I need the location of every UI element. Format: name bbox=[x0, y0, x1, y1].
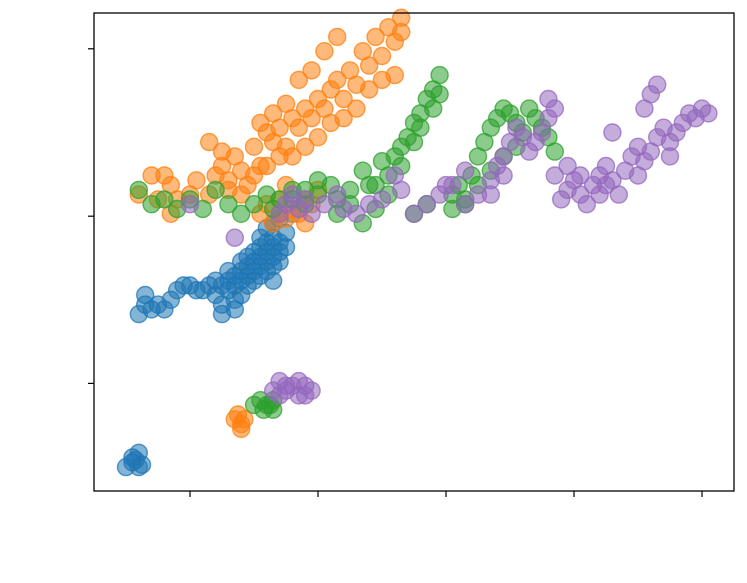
data-point bbox=[270, 371, 289, 391]
plot-frame bbox=[93, 12, 735, 492]
data-point bbox=[276, 94, 296, 114]
data-point bbox=[308, 171, 328, 190]
data-point bbox=[456, 194, 475, 214]
data-point bbox=[231, 252, 251, 271]
data-point bbox=[264, 271, 283, 290]
data-point bbox=[123, 448, 142, 467]
data-point bbox=[392, 180, 411, 200]
data-point bbox=[372, 190, 392, 209]
data-point bbox=[424, 99, 443, 118]
data-point bbox=[302, 108, 321, 128]
data-point bbox=[347, 99, 366, 118]
data-point bbox=[328, 70, 347, 90]
data-point bbox=[417, 194, 436, 214]
data-point bbox=[244, 166, 264, 185]
data-point bbox=[360, 80, 379, 99]
data-point bbox=[404, 204, 424, 224]
data-point bbox=[347, 204, 366, 224]
data-point bbox=[302, 61, 321, 80]
data-point bbox=[135, 285, 155, 305]
data-point bbox=[251, 113, 270, 133]
data-point bbox=[187, 171, 206, 190]
y-axis bbox=[88, 48, 94, 384]
data-point bbox=[321, 113, 340, 133]
data-point bbox=[244, 194, 264, 214]
data-point bbox=[206, 285, 225, 305]
data-point bbox=[328, 27, 347, 47]
data-point bbox=[609, 185, 628, 204]
data-point bbox=[206, 180, 225, 200]
data-point bbox=[494, 166, 513, 185]
data-point bbox=[545, 166, 564, 185]
data-point bbox=[270, 147, 289, 166]
data-point bbox=[212, 142, 232, 161]
data-point bbox=[180, 194, 200, 214]
data-point bbox=[289, 118, 308, 137]
series-3 bbox=[180, 75, 718, 405]
data-point bbox=[231, 419, 251, 439]
data-point bbox=[430, 65, 449, 85]
data-point bbox=[129, 180, 149, 200]
data-point bbox=[334, 89, 353, 109]
data-point bbox=[296, 137, 315, 157]
data-point bbox=[392, 22, 411, 42]
data-point bbox=[590, 185, 609, 204]
data-point bbox=[577, 194, 596, 214]
data-point bbox=[372, 46, 392, 66]
data-point bbox=[628, 166, 648, 185]
x-axis bbox=[189, 491, 703, 497]
data-point bbox=[219, 261, 238, 281]
data-point bbox=[545, 142, 564, 161]
data-point bbox=[315, 194, 334, 214]
data-point bbox=[481, 185, 500, 204]
data-point bbox=[244, 271, 264, 290]
data-point bbox=[660, 147, 680, 166]
data-point bbox=[199, 132, 219, 152]
points-layer bbox=[116, 8, 718, 477]
data-point bbox=[308, 128, 328, 147]
data-point bbox=[264, 104, 283, 123]
data-point bbox=[456, 161, 475, 180]
data-point bbox=[315, 42, 334, 61]
data-point bbox=[270, 252, 289, 271]
data-point bbox=[231, 204, 251, 224]
data-point bbox=[366, 27, 385, 47]
data-point bbox=[296, 386, 315, 405]
data-point bbox=[219, 194, 238, 214]
data-point bbox=[302, 204, 321, 224]
data-point bbox=[404, 132, 424, 152]
data-point bbox=[648, 75, 667, 94]
data-point bbox=[360, 56, 379, 75]
data-point bbox=[571, 166, 590, 185]
data-point bbox=[603, 123, 622, 142]
data-point bbox=[257, 156, 276, 176]
data-point bbox=[225, 228, 245, 247]
data-point bbox=[436, 175, 456, 195]
data-point bbox=[289, 70, 308, 90]
data-point bbox=[372, 70, 392, 90]
data-point bbox=[225, 300, 245, 319]
data-point bbox=[244, 137, 264, 157]
series-0 bbox=[116, 204, 302, 477]
data-point bbox=[558, 156, 577, 176]
data-point bbox=[244, 395, 264, 415]
data-point bbox=[539, 89, 558, 109]
data-point bbox=[155, 190, 174, 209]
data-point bbox=[699, 104, 718, 123]
